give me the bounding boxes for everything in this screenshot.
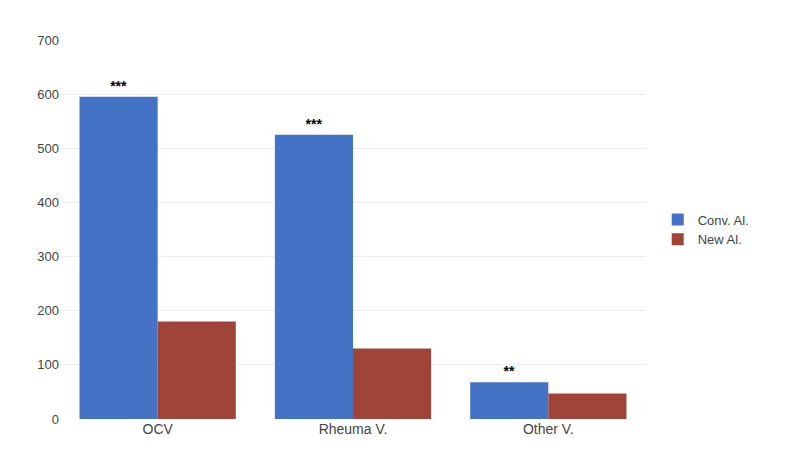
svg-text:Other V.: Other V.: [523, 421, 574, 437]
svg-text:600: 600: [37, 87, 59, 102]
svg-text:200: 200: [37, 303, 59, 318]
svg-text:New Al.: New Al.: [698, 232, 742, 247]
svg-text:500: 500: [37, 141, 59, 156]
svg-text:***: ***: [110, 78, 127, 94]
svg-text:0: 0: [52, 412, 59, 427]
svg-text:OCV: OCV: [142, 421, 173, 437]
svg-text:400: 400: [37, 195, 59, 210]
svg-text:Conv. Al.: Conv. Al.: [698, 213, 749, 228]
svg-text:***: ***: [305, 116, 322, 132]
svg-text:700: 700: [37, 33, 59, 48]
svg-text:100: 100: [37, 357, 59, 372]
svg-text:300: 300: [37, 249, 59, 264]
svg-text:**: **: [504, 363, 515, 379]
svg-text:Rheuma V.: Rheuma V.: [319, 421, 388, 437]
